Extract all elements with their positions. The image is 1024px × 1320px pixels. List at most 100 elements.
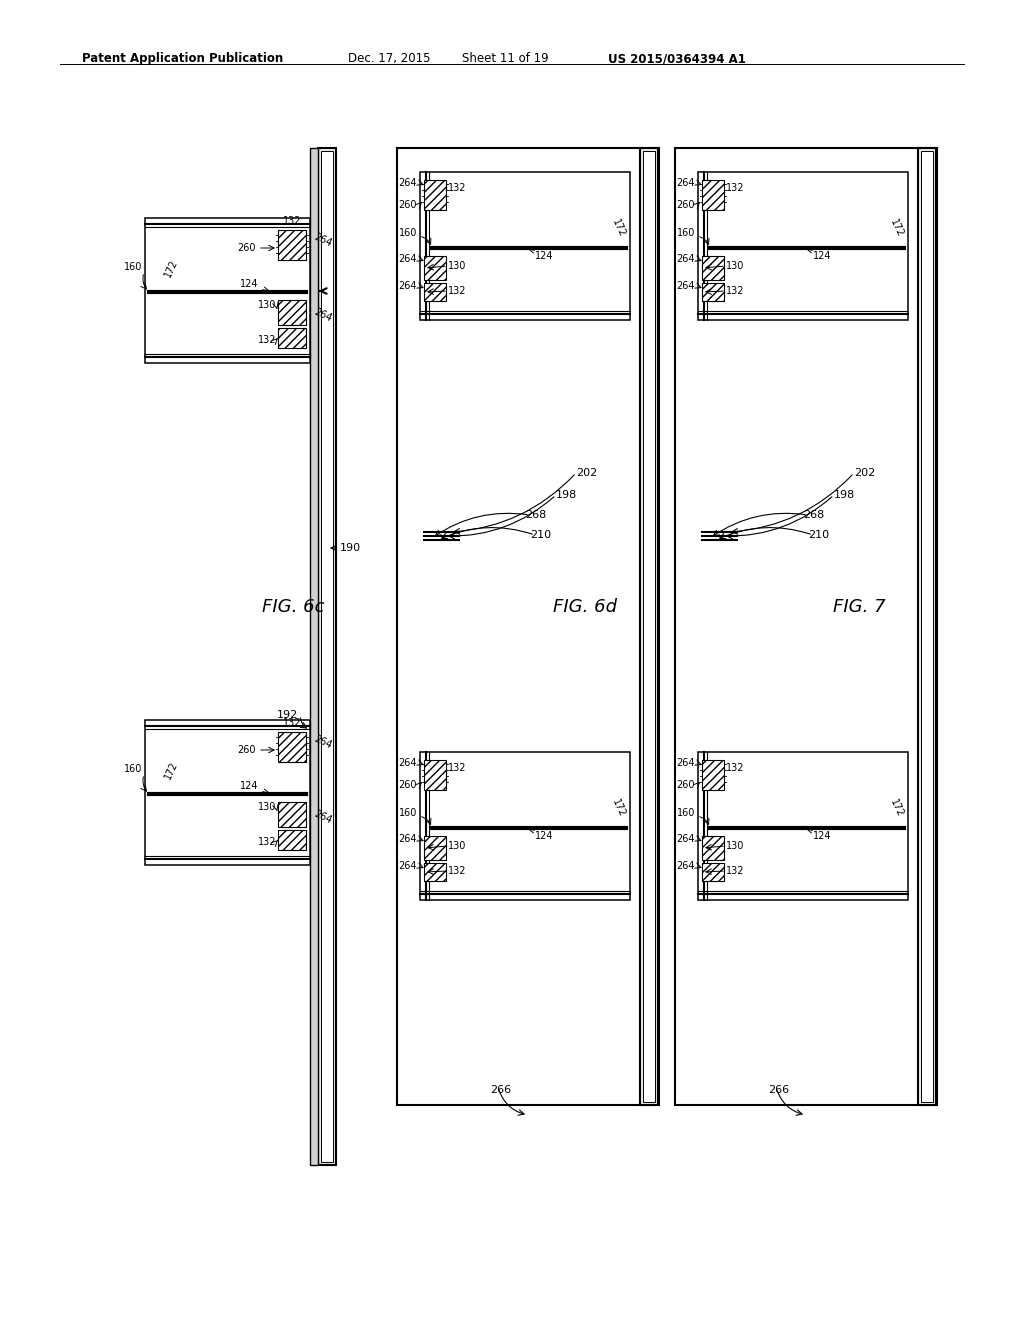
Bar [698, 172, 908, 319]
Text: 268: 268 [525, 510, 546, 520]
Text: 264: 264 [398, 758, 417, 768]
Bar [420, 752, 630, 900]
Text: 210: 210 [808, 531, 829, 540]
Text: 264: 264 [677, 281, 695, 290]
Text: 264: 264 [677, 834, 695, 843]
Text: 172: 172 [610, 218, 627, 239]
Text: 130: 130 [726, 841, 744, 851]
Text: 160: 160 [398, 228, 417, 238]
Text: 130: 130 [726, 261, 744, 271]
Bar [278, 230, 306, 260]
Bar [424, 282, 446, 301]
Bar [278, 733, 306, 762]
Text: Sheet 11 of 19: Sheet 11 of 19 [462, 51, 549, 65]
Text: 202: 202 [854, 469, 876, 478]
Text: 198: 198 [556, 490, 578, 500]
Bar [318, 148, 336, 1166]
Text: 130: 130 [449, 261, 466, 271]
Bar [643, 150, 655, 1102]
Text: 130: 130 [258, 300, 276, 310]
Bar [675, 148, 937, 1105]
Bar [278, 327, 306, 348]
Text: 160: 160 [677, 808, 695, 818]
Text: 190: 190 [340, 543, 361, 553]
Text: 160: 160 [398, 808, 417, 818]
Text: 260: 260 [677, 201, 695, 210]
Text: 132: 132 [726, 763, 744, 774]
Bar [420, 172, 630, 319]
Text: 266: 266 [768, 1085, 790, 1096]
Text: 124: 124 [240, 279, 258, 289]
Bar [702, 836, 724, 861]
Text: 264: 264 [398, 178, 417, 187]
Text: 124: 124 [813, 251, 831, 261]
Text: 264: 264 [677, 758, 695, 768]
Bar [702, 863, 724, 880]
Bar [702, 180, 724, 210]
Text: 132: 132 [283, 718, 301, 729]
Text: 260: 260 [238, 243, 256, 253]
Text: 264: 264 [677, 178, 695, 187]
Bar [702, 760, 724, 789]
Bar [424, 863, 446, 880]
Bar [278, 830, 306, 850]
Text: 124: 124 [813, 832, 831, 841]
Text: FIG. 7: FIG. 7 [833, 598, 886, 616]
Text: 172: 172 [610, 797, 627, 818]
Text: 130: 130 [449, 841, 466, 851]
Text: Patent Application Publication: Patent Application Publication [82, 51, 284, 65]
Text: 264: 264 [312, 809, 333, 825]
Text: 160: 160 [124, 261, 142, 272]
Text: 132: 132 [257, 335, 276, 345]
Text: 124: 124 [535, 832, 554, 841]
Bar [310, 148, 318, 1166]
Text: 264: 264 [677, 253, 695, 264]
Bar [424, 836, 446, 861]
Bar [278, 803, 306, 828]
Text: 260: 260 [398, 201, 417, 210]
Text: 264: 264 [312, 231, 333, 248]
Text: 172: 172 [888, 218, 905, 239]
Bar [424, 180, 446, 210]
Text: 132: 132 [449, 866, 467, 876]
Text: 264: 264 [312, 306, 333, 323]
Text: 264: 264 [398, 834, 417, 843]
Text: 260: 260 [238, 744, 256, 755]
Bar [145, 719, 310, 865]
Bar [397, 148, 659, 1105]
Bar [921, 150, 933, 1102]
Text: 172: 172 [163, 760, 180, 781]
Text: 198: 198 [834, 490, 855, 500]
Text: 130: 130 [258, 803, 276, 812]
Text: 124: 124 [240, 781, 258, 791]
Text: 132: 132 [449, 763, 467, 774]
Text: FIG. 6c: FIG. 6c [262, 598, 325, 616]
Text: 132: 132 [726, 866, 744, 876]
Text: 264: 264 [677, 861, 695, 871]
Text: 264: 264 [312, 734, 333, 751]
Bar [424, 760, 446, 789]
Text: 210: 210 [530, 531, 551, 540]
Text: 264: 264 [398, 861, 417, 871]
Text: 132: 132 [726, 183, 744, 193]
Text: 266: 266 [490, 1085, 511, 1096]
Text: 260: 260 [398, 780, 417, 789]
Bar [918, 148, 936, 1105]
Bar [278, 300, 306, 325]
Text: 260: 260 [677, 780, 695, 789]
Text: 132: 132 [257, 837, 276, 847]
Text: 160: 160 [677, 228, 695, 238]
Text: 264: 264 [398, 281, 417, 290]
Text: 192: 192 [276, 710, 298, 719]
Text: US 2015/0364394 A1: US 2015/0364394 A1 [608, 51, 745, 65]
Text: 202: 202 [575, 469, 597, 478]
Text: 132: 132 [449, 286, 467, 296]
Text: 132: 132 [449, 183, 467, 193]
Bar [321, 150, 333, 1162]
Text: 172: 172 [163, 257, 180, 279]
Text: Dec. 17, 2015: Dec. 17, 2015 [348, 51, 430, 65]
Bar [702, 256, 724, 280]
Text: 132: 132 [283, 216, 301, 226]
Bar [424, 256, 446, 280]
Text: 132: 132 [726, 286, 744, 296]
